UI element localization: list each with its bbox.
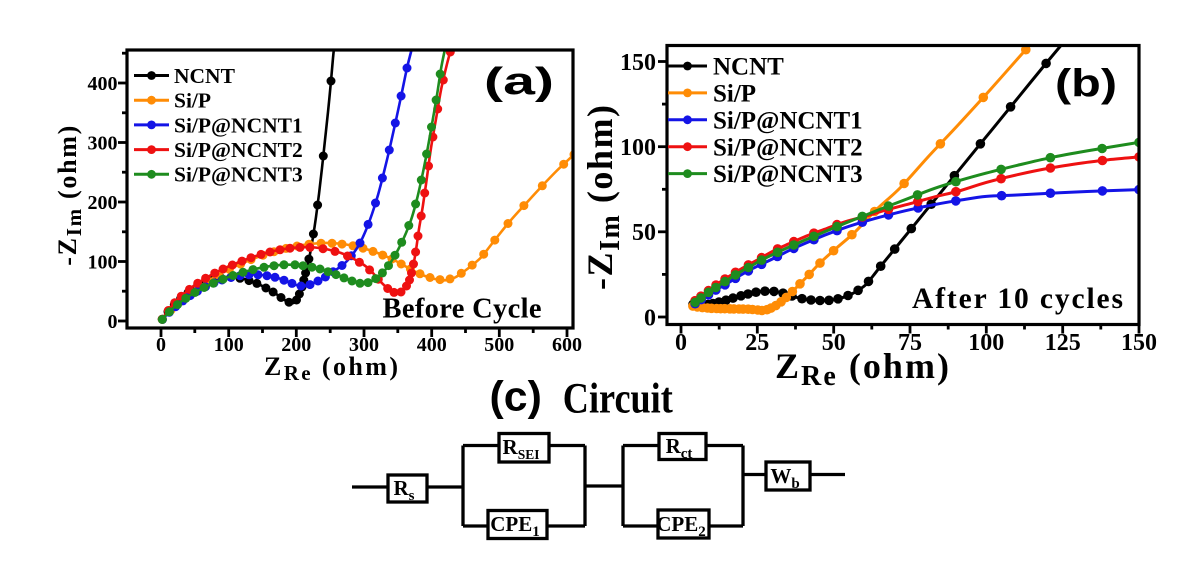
- svg-text:200: 200: [281, 334, 311, 356]
- svg-text:500: 500: [484, 334, 514, 356]
- svg-text:0: 0: [108, 311, 118, 333]
- svg-text:50: 50: [822, 330, 846, 356]
- svg-text:50: 50: [632, 220, 656, 246]
- svg-text:0: 0: [644, 305, 656, 331]
- svg-text:400: 400: [417, 334, 447, 356]
- svg-text:Si/P@NCNT2: Si/P@NCNT2: [174, 138, 303, 162]
- svg-text:200: 200: [88, 192, 118, 214]
- svg-text:75: 75: [898, 330, 922, 356]
- svg-text:Si/P@NCNT1: Si/P@NCNT1: [713, 107, 863, 134]
- svg-text:Rct: Rct: [666, 434, 693, 462]
- svg-text:100: 100: [620, 135, 656, 161]
- svg-text:CPE2: CPE2: [656, 512, 706, 540]
- svg-text:-ZIm (ohm): -ZIm (ohm): [53, 126, 86, 266]
- svg-text:300: 300: [88, 133, 118, 155]
- svg-text:NCNT: NCNT: [174, 64, 236, 88]
- svg-text:Si/P: Si/P: [713, 81, 756, 108]
- svg-text:(c): (c): [490, 373, 542, 420]
- svg-text:Si/P@NCNT2: Si/P@NCNT2: [713, 134, 863, 161]
- svg-text:150: 150: [1121, 330, 1157, 356]
- svg-text:100: 100: [968, 330, 1004, 356]
- svg-text:400: 400: [88, 73, 118, 95]
- svg-text:100: 100: [88, 252, 118, 274]
- svg-text:600: 600: [552, 334, 582, 356]
- svg-text:(a): (a): [484, 61, 554, 103]
- svg-text:0: 0: [156, 334, 166, 356]
- svg-text:CPE1: CPE1: [490, 512, 540, 540]
- svg-text:25: 25: [745, 330, 769, 356]
- svg-text:150: 150: [620, 50, 656, 76]
- svg-text:Si/P@NCNT3: Si/P@NCNT3: [174, 163, 303, 187]
- svg-text:NCNT: NCNT: [713, 54, 784, 81]
- svg-text:Circuit: Circuit: [563, 376, 674, 423]
- svg-text:Si/P@NCNT3: Si/P@NCNT3: [713, 161, 863, 188]
- svg-text:Before Cycle: Before Cycle: [383, 294, 542, 325]
- svg-text:After 10 cycles: After 10 cycles: [912, 283, 1123, 315]
- svg-text:-ZIm (ohm): -ZIm (ohm): [580, 105, 626, 290]
- svg-text:Si/P@NCNT1: Si/P@NCNT1: [174, 113, 303, 137]
- svg-text:100: 100: [214, 334, 244, 356]
- svg-text:ZRe (ohm): ZRe (ohm): [775, 346, 949, 392]
- svg-text:0: 0: [675, 330, 687, 356]
- svg-text:300: 300: [349, 334, 379, 356]
- svg-text:125: 125: [1045, 330, 1081, 356]
- svg-text:(b): (b): [1055, 62, 1117, 105]
- svg-text:Si/P: Si/P: [174, 89, 211, 113]
